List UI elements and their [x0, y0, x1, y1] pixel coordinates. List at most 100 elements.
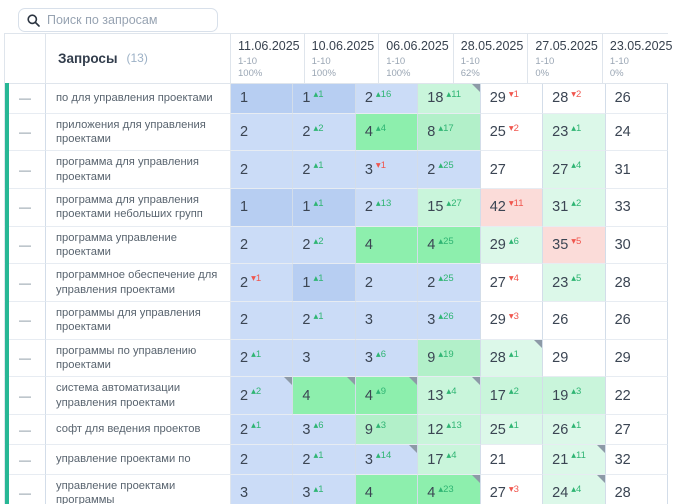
- position-cell[interactable]: 2 ▾1: [231, 264, 294, 303]
- position-cell[interactable]: 8 ▴17: [418, 113, 481, 152]
- keyword-cell[interactable]: программа управление проектами: [46, 226, 231, 265]
- search-box[interactable]: [18, 8, 218, 32]
- position-cell[interactable]: 4 ▴25: [418, 226, 481, 265]
- position-cell[interactable]: 31: [605, 151, 668, 190]
- position-cell[interactable]: 4 ▴9: [355, 377, 419, 416]
- position-cell[interactable]: 29: [605, 339, 668, 378]
- position-cell[interactable]: 2 ▴1: [293, 151, 356, 190]
- position-cell[interactable]: 23 ▴5: [543, 264, 606, 303]
- keyword-cell[interactable]: программы по управлению проектами: [46, 339, 231, 378]
- position-cell[interactable]: 2 ▴16: [355, 83, 419, 114]
- position-cell[interactable]: 17 ▴2: [480, 377, 544, 416]
- position-cell[interactable]: 26: [605, 83, 668, 114]
- position-cell[interactable]: 28: [605, 264, 668, 303]
- position-cell[interactable]: 35 ▾5: [543, 226, 606, 265]
- column-header-date[interactable]: 11.06.2025 1-10 100%: [231, 34, 305, 83]
- position-cell[interactable]: 27 ▴4: [543, 151, 606, 190]
- position-cell[interactable]: 2 ▴1: [293, 445, 356, 476]
- position-cell[interactable]: 29 ▾1: [480, 83, 544, 114]
- keyword-cell[interactable]: программа для управления проектами: [46, 151, 231, 190]
- keyword-cell[interactable]: программы для управления проектами: [46, 302, 231, 340]
- position-cell[interactable]: 27 ▾3: [480, 475, 544, 504]
- row-minus-button[interactable]: —: [4, 414, 46, 446]
- search-input[interactable]: [47, 13, 209, 27]
- position-cell[interactable]: 9 ▴3: [355, 415, 419, 446]
- position-cell[interactable]: 2 ▴13: [355, 189, 419, 227]
- keyword-cell[interactable]: приложения для управления проектами: [46, 113, 231, 152]
- keyword-cell[interactable]: управление проектами программы: [46, 475, 231, 504]
- position-cell[interactable]: 30: [605, 226, 668, 265]
- row-minus-button[interactable]: —: [4, 225, 46, 265]
- row-minus-button[interactable]: —: [4, 263, 46, 303]
- position-cell[interactable]: 1: [231, 83, 294, 114]
- position-cell[interactable]: 32: [605, 445, 668, 476]
- position-cell[interactable]: 12 ▴13: [418, 415, 481, 446]
- position-cell[interactable]: 4: [355, 475, 419, 504]
- row-minus-button[interactable]: —: [4, 444, 46, 476]
- position-cell[interactable]: 26 ▴1: [543, 415, 606, 446]
- keyword-cell[interactable]: программа для управления проектами небол…: [46, 189, 231, 227]
- position-cell[interactable]: 3: [231, 475, 294, 504]
- position-cell[interactable]: 21 ▴11: [543, 445, 606, 476]
- position-cell[interactable]: 33: [605, 189, 668, 227]
- position-cell[interactable]: 2 ▴1: [231, 339, 294, 378]
- position-cell[interactable]: 31 ▴2: [543, 189, 606, 227]
- position-cell[interactable]: 1 ▴1: [293, 264, 356, 303]
- row-minus-button[interactable]: —: [4, 301, 46, 340]
- position-cell[interactable]: 3 ▴6: [293, 415, 356, 446]
- position-cell[interactable]: 25 ▾2: [480, 113, 544, 152]
- position-cell[interactable]: 18 ▴11: [418, 83, 481, 114]
- position-cell[interactable]: 3: [293, 339, 356, 378]
- position-cell[interactable]: 4 ▴23: [418, 475, 481, 504]
- position-cell[interactable]: 22: [605, 377, 668, 416]
- position-cell[interactable]: 15 ▴27: [418, 189, 481, 227]
- position-cell[interactable]: 3: [355, 302, 419, 340]
- position-cell[interactable]: 3 ▴1: [293, 475, 356, 504]
- position-cell[interactable]: 2: [231, 302, 294, 340]
- position-cell[interactable]: 1: [231, 189, 294, 227]
- position-cell[interactable]: 27: [480, 151, 544, 190]
- position-cell[interactable]: 2 ▴1: [293, 302, 356, 340]
- position-cell[interactable]: 42 ▾11: [480, 189, 544, 227]
- position-cell[interactable]: 25 ▴1: [480, 415, 544, 446]
- column-header-date[interactable]: 23.05.2025 1-10 0%: [603, 34, 673, 83]
- position-cell[interactable]: 3 ▴26: [418, 302, 481, 340]
- position-cell[interactable]: 2: [231, 151, 294, 190]
- position-cell[interactable]: 1 ▴1: [293, 83, 356, 114]
- position-cell[interactable]: 27: [605, 415, 668, 446]
- position-cell[interactable]: 26: [605, 302, 668, 340]
- position-cell[interactable]: 2: [355, 264, 419, 303]
- position-cell[interactable]: 28: [605, 475, 668, 504]
- position-cell[interactable]: 4 ▴4: [355, 113, 419, 152]
- keyword-cell[interactable]: система автоматизации управления проекта…: [46, 377, 231, 416]
- position-cell[interactable]: 24: [605, 113, 668, 152]
- position-cell[interactable]: 28 ▾2: [543, 83, 606, 114]
- position-cell[interactable]: 3 ▾1: [355, 151, 419, 190]
- row-minus-button[interactable]: —: [4, 82, 46, 114]
- position-cell[interactable]: 29: [543, 339, 606, 378]
- row-minus-button[interactable]: —: [4, 376, 46, 416]
- position-cell[interactable]: 21: [480, 445, 544, 476]
- keyword-cell[interactable]: софт для ведения проектов: [46, 415, 231, 446]
- position-cell[interactable]: 24 ▴4: [543, 475, 606, 504]
- row-minus-button[interactable]: —: [4, 188, 46, 227]
- position-cell[interactable]: 2 ▴2: [231, 377, 294, 416]
- position-cell[interactable]: 2: [231, 445, 294, 476]
- row-minus-button[interactable]: —: [4, 150, 46, 190]
- position-cell[interactable]: 2 ▴25: [418, 151, 481, 190]
- position-cell[interactable]: 2 ▴2: [293, 226, 356, 265]
- column-header-date[interactable]: 10.06.2025 1-10 100%: [305, 34, 380, 83]
- keyword-cell[interactable]: управление проектами по: [46, 445, 231, 476]
- position-cell[interactable]: 4: [293, 377, 356, 416]
- position-cell[interactable]: 2 ▴1: [231, 415, 294, 446]
- row-minus-button[interactable]: —: [4, 112, 46, 152]
- keyword-cell[interactable]: программное обеспечение для управления п…: [46, 264, 231, 303]
- position-cell[interactable]: 2: [231, 113, 294, 152]
- position-cell[interactable]: 29 ▾3: [480, 302, 544, 340]
- position-cell[interactable]: 3 ▴14: [355, 445, 419, 476]
- position-cell[interactable]: 26: [543, 302, 606, 340]
- keyword-cell[interactable]: по для управления проектами: [46, 83, 231, 114]
- position-cell[interactable]: 29 ▴6: [480, 226, 544, 265]
- position-cell[interactable]: 19 ▴3: [543, 377, 606, 416]
- position-cell[interactable]: 2 ▴2: [293, 113, 356, 152]
